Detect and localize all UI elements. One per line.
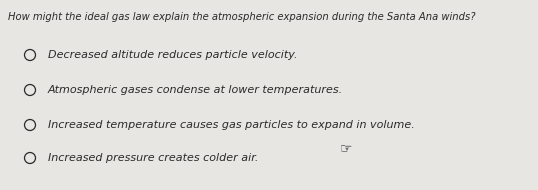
Text: Increased pressure creates colder air.: Increased pressure creates colder air. <box>48 153 258 163</box>
Text: Atmospheric gases condense at lower temperatures.: Atmospheric gases condense at lower temp… <box>48 85 343 95</box>
Text: How might the ideal gas law explain the atmospheric expansion during the Santa A: How might the ideal gas law explain the … <box>8 12 476 22</box>
Text: Decreased altitude reduces particle velocity.: Decreased altitude reduces particle velo… <box>48 50 298 60</box>
Text: ☞: ☞ <box>340 141 352 155</box>
Text: Increased temperature causes gas particles to expand in volume.: Increased temperature causes gas particl… <box>48 120 415 130</box>
